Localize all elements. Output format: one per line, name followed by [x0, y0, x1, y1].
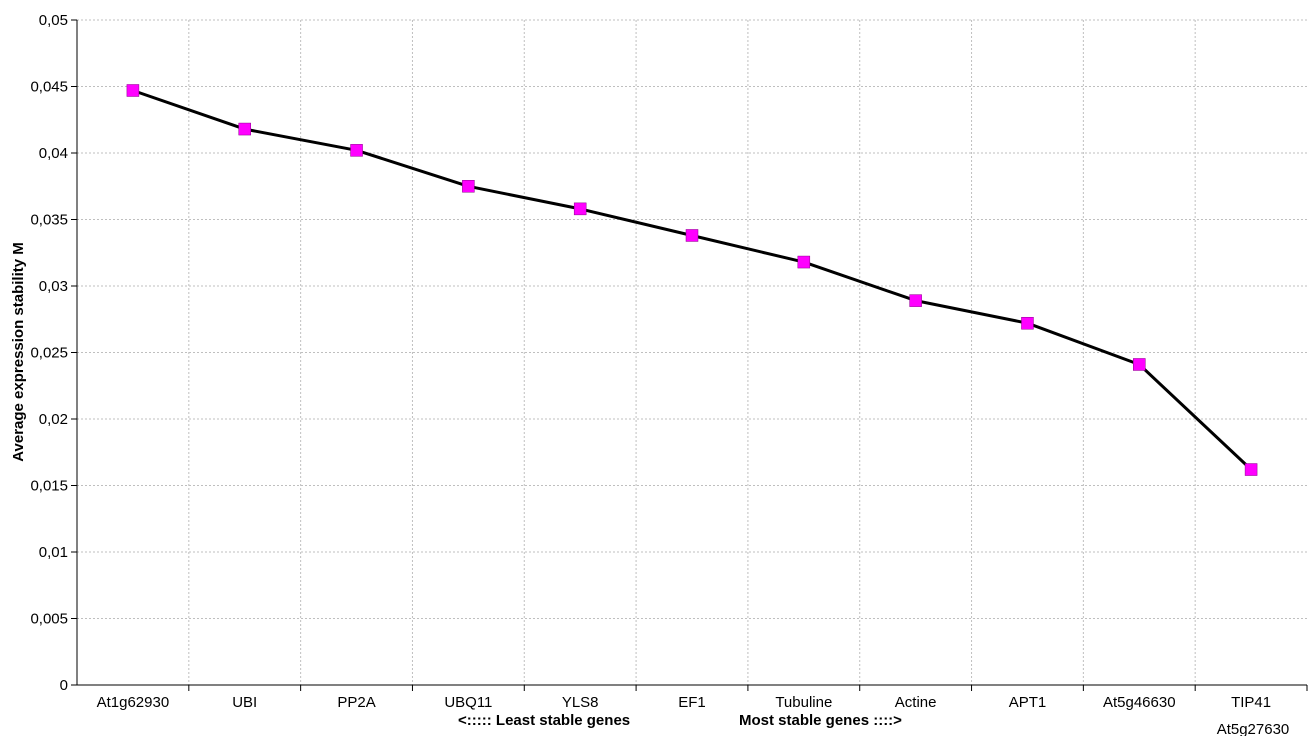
y-tick-label: 0,02 — [39, 411, 68, 428]
x-tick-label: At1g62930 — [97, 694, 170, 711]
y-tick-labels: 0 0,005 0,01 0,015 0,02 0,025 0,03 0,035 0,04 0,0… — [30, 12, 68, 694]
y-tick-label: 0,015 — [30, 478, 68, 495]
x-tick-label: YLS8 — [562, 694, 599, 711]
x-axis-label-most-stable: Most stable genes ::::> — [739, 712, 902, 729]
y-tick-label: 0 — [60, 677, 68, 694]
data-point — [909, 294, 922, 307]
grid — [77, 19, 1307, 685]
x-tick-label: UBI — [232, 694, 257, 711]
series — [126, 84, 1258, 476]
data-point — [573, 202, 587, 216]
x-tick-label: TIP41 — [1231, 694, 1271, 711]
x-tick-label: PP2A — [337, 694, 375, 711]
y-tick-label: 0,025 — [30, 345, 68, 362]
data-point — [350, 144, 363, 157]
x-tick-label: Actine — [895, 694, 937, 711]
data-point — [1133, 358, 1146, 371]
data-point — [797, 255, 811, 269]
data-point — [1244, 463, 1258, 476]
y-tick-label: 0,005 — [30, 611, 68, 628]
x-tick-label: UBQ11 — [444, 694, 492, 711]
y-tick-label: 0,05 — [39, 12, 68, 29]
data-point — [126, 84, 140, 97]
x-tick-label: EF1 — [678, 694, 706, 711]
data-point — [238, 122, 251, 136]
x-tick-label-extra: At5g27630 — [1217, 721, 1290, 736]
axes — [71, 19, 1308, 691]
x-tick-label: At5g46630 — [1103, 694, 1176, 711]
x-axis-label-least-stable: <::::: Least stable genes — [458, 712, 630, 729]
data-point — [1021, 316, 1034, 330]
data-point — [462, 180, 475, 193]
x-tick-label: Tubuline — [775, 694, 832, 711]
y-tick-label: 0,045 — [30, 79, 68, 96]
y-tick-label: 0,035 — [30, 212, 68, 229]
data-point — [685, 229, 699, 242]
y-tick-label: 0,03 — [39, 278, 68, 295]
y-tick-label: 0,04 — [39, 145, 68, 162]
x-tick-label: APT1 — [1009, 694, 1047, 711]
y-tick-label: 0,01 — [39, 544, 68, 561]
y-axis-label: Average expression stability M — [10, 242, 27, 462]
x-tick-labels: At1g62930 UBI PP2A UBQ11 YLS8 EF1 Tubuline Acti… — [97, 694, 1271, 711]
